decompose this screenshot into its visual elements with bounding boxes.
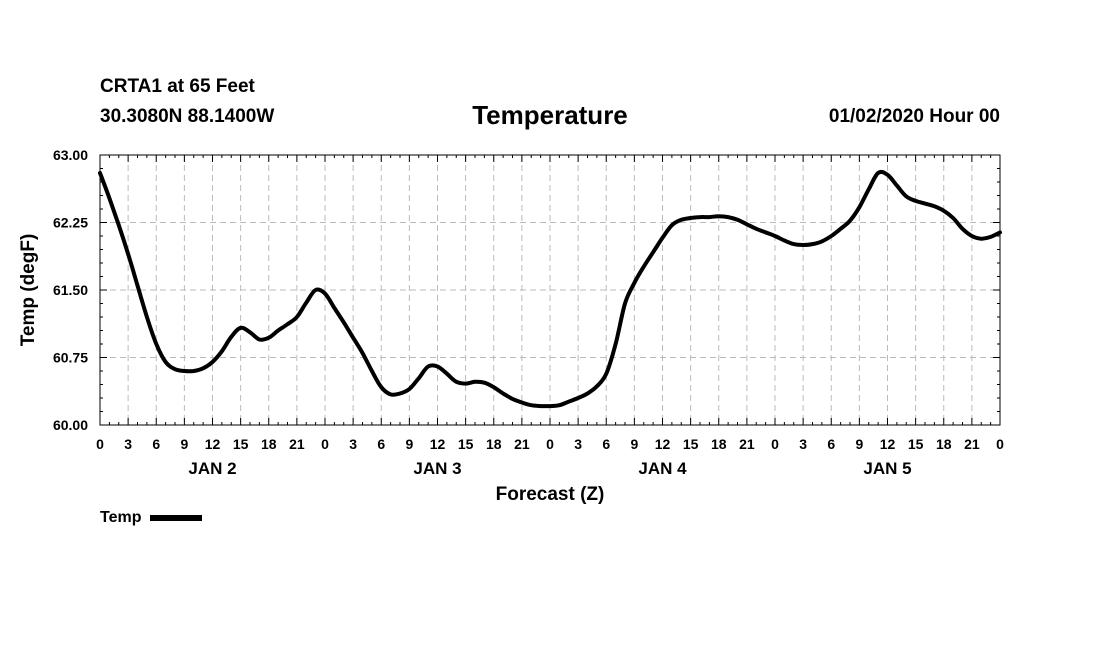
day-label: JAN 3: [413, 459, 461, 478]
x-tick-label: 6: [152, 436, 160, 452]
x-tick-label: 18: [261, 436, 277, 452]
x-tick-label: 0: [546, 436, 554, 452]
x-tick-label: 15: [233, 436, 249, 452]
x-tick-label: 3: [574, 436, 582, 452]
x-tick-label: 9: [180, 436, 188, 452]
y-tick-label: 60.00: [53, 417, 88, 433]
forecast-datetime: 01/02/2020 Hour 00: [828, 106, 1000, 127]
x-tick-label: 15: [683, 436, 699, 452]
coordinates-label: 30.3080N 88.1400W: [100, 106, 275, 127]
temp-series-line: [98, 169, 1002, 409]
day-label: JAN 5: [863, 459, 911, 478]
x-tick-label: 9: [405, 436, 413, 452]
y-tick-label: 63.00: [53, 147, 88, 163]
x-tick-label: 6: [377, 436, 385, 452]
x-tick-label: 9: [630, 436, 638, 452]
y-axis-label: Temp (degF): [18, 234, 39, 347]
x-tick-label: 15: [458, 436, 474, 452]
x-tick-label: 21: [289, 436, 305, 452]
x-tick-label: 3: [349, 436, 357, 452]
day-label: JAN 2: [188, 459, 236, 478]
x-tick-label: 0: [321, 436, 329, 452]
x-tick-label: 3: [799, 436, 807, 452]
x-tick-label: 0: [771, 436, 779, 452]
x-tick-label: 18: [711, 436, 727, 452]
x-tick-label: 6: [602, 436, 610, 452]
x-tick-label: 0: [996, 436, 1004, 452]
day-label: JAN 4: [638, 459, 687, 478]
x-tick-label: 12: [430, 436, 446, 452]
x-tick-label: 18: [486, 436, 502, 452]
x-tick-label: 6: [827, 436, 835, 452]
legend-line-swatch: [150, 515, 203, 521]
x-axis-label: Forecast (Z): [496, 484, 605, 505]
x-tick-label: 15: [908, 436, 924, 452]
x-tick-label: 0: [96, 436, 104, 452]
plot-frame: [99, 154, 1001, 426]
x-tick-labels: 0 3 6 9 12 15 18 21 0 3 6 9 12 15 18 21 0 3 6 9 12 15 18 21 0 3 6 9…: [96, 436, 1004, 452]
chart-title: Temperature: [472, 100, 628, 130]
day-labels: JAN 2 JAN 3 JAN 4 JAN 5: [188, 459, 911, 478]
y-tick-label: 60.75: [53, 350, 88, 366]
x-tick-label: 12: [655, 436, 671, 452]
x-tick-label: 21: [739, 436, 755, 452]
station-label: CRTA1 at 65 Feet: [100, 76, 255, 97]
x-tick-label: 12: [205, 436, 221, 452]
y-tick-labels: 60.00 60.75 61.50 62.25 63.00: [53, 147, 88, 433]
legend: Temp: [100, 509, 203, 527]
y-tick-label: 62.25: [53, 215, 88, 231]
legend-label: Temp: [100, 509, 142, 526]
x-tick-label: 12: [880, 436, 896, 452]
y-tick-label: 61.50: [53, 282, 88, 298]
x-tick-label: 9: [855, 436, 863, 452]
x-tick-label: 3: [124, 436, 132, 452]
grid-lines: [100, 155, 1000, 425]
x-tick-label: 21: [964, 436, 980, 452]
x-tick-label: 18: [936, 436, 952, 452]
x-tick-label: 21: [514, 436, 530, 452]
